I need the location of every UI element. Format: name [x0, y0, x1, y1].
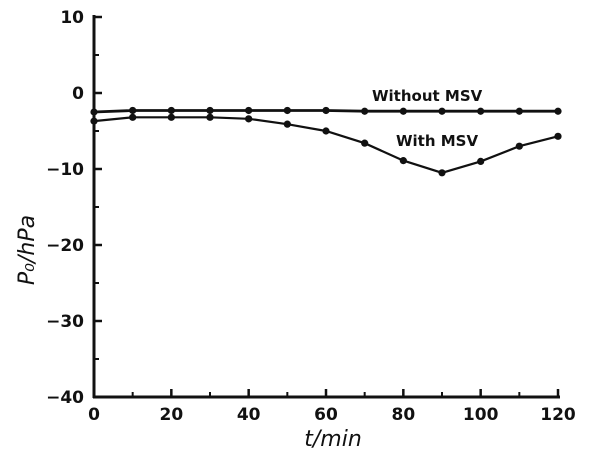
- series-points: [90, 106, 562, 177]
- data-point-with-msv: [283, 120, 291, 128]
- y-tick-label: −40: [46, 388, 84, 408]
- x-tick-label: 60: [314, 405, 338, 425]
- data-point-without-msv: [322, 106, 330, 115]
- data-point-without-msv: [361, 107, 369, 115]
- data-point-without-msv: [477, 107, 485, 115]
- ticks: 100−10−20−30−400 20 40 60 80 100 120: [46, 8, 576, 425]
- data-point-without-msv: [554, 107, 562, 115]
- x-tick-label: 20: [159, 405, 183, 425]
- data-point-with-msv: [90, 117, 98, 125]
- x-tick-label: 80: [391, 405, 415, 425]
- axes: [92, 15, 560, 399]
- x-tick-label: 100: [463, 405, 499, 425]
- data-point-without-msv: [515, 107, 523, 115]
- y-tick-label: −10: [46, 160, 84, 180]
- series-label-without-msv: Without MSV: [372, 87, 483, 105]
- data-point-without-msv: [438, 107, 446, 115]
- data-point-without-msv: [129, 106, 137, 115]
- y-tick-label: 0: [72, 84, 84, 104]
- data-point-with-msv: [167, 113, 175, 121]
- data-point-with-msv: [554, 132, 562, 140]
- data-point-with-msv: [322, 127, 330, 135]
- data-point-without-msv: [206, 106, 214, 115]
- series-line-with-msv: [93, 116, 559, 174]
- data-point-without-msv: [283, 106, 291, 115]
- data-point-with-msv: [206, 113, 214, 121]
- data-point-without-msv: [245, 106, 253, 115]
- data-point-with-msv: [438, 169, 446, 177]
- data-point-without-msv: [399, 107, 407, 115]
- x-tick-label: 0: [88, 405, 100, 425]
- x-tick-label: 120: [540, 405, 576, 425]
- series-label-with-msv: With MSV: [396, 132, 478, 150]
- data-point-without-msv: [90, 108, 98, 116]
- data-point-with-msv: [399, 157, 407, 165]
- y-tick-label: −30: [46, 312, 84, 332]
- y-tick-label: −20: [46, 236, 84, 256]
- x-tick-label: 40: [237, 405, 261, 425]
- data-point-with-msv: [245, 115, 253, 123]
- data-point-with-msv: [129, 113, 137, 121]
- y-axis-label: P₀/hPa: [15, 215, 40, 285]
- data-point-with-msv: [515, 142, 523, 150]
- data-point-with-msv: [361, 139, 369, 147]
- series-lines: [93, 109, 559, 174]
- data-point-without-msv: [167, 106, 175, 115]
- y-tick-label: 10: [60, 8, 84, 28]
- x-axis-label: t/min: [304, 427, 362, 451]
- data-point-with-msv: [477, 157, 485, 165]
